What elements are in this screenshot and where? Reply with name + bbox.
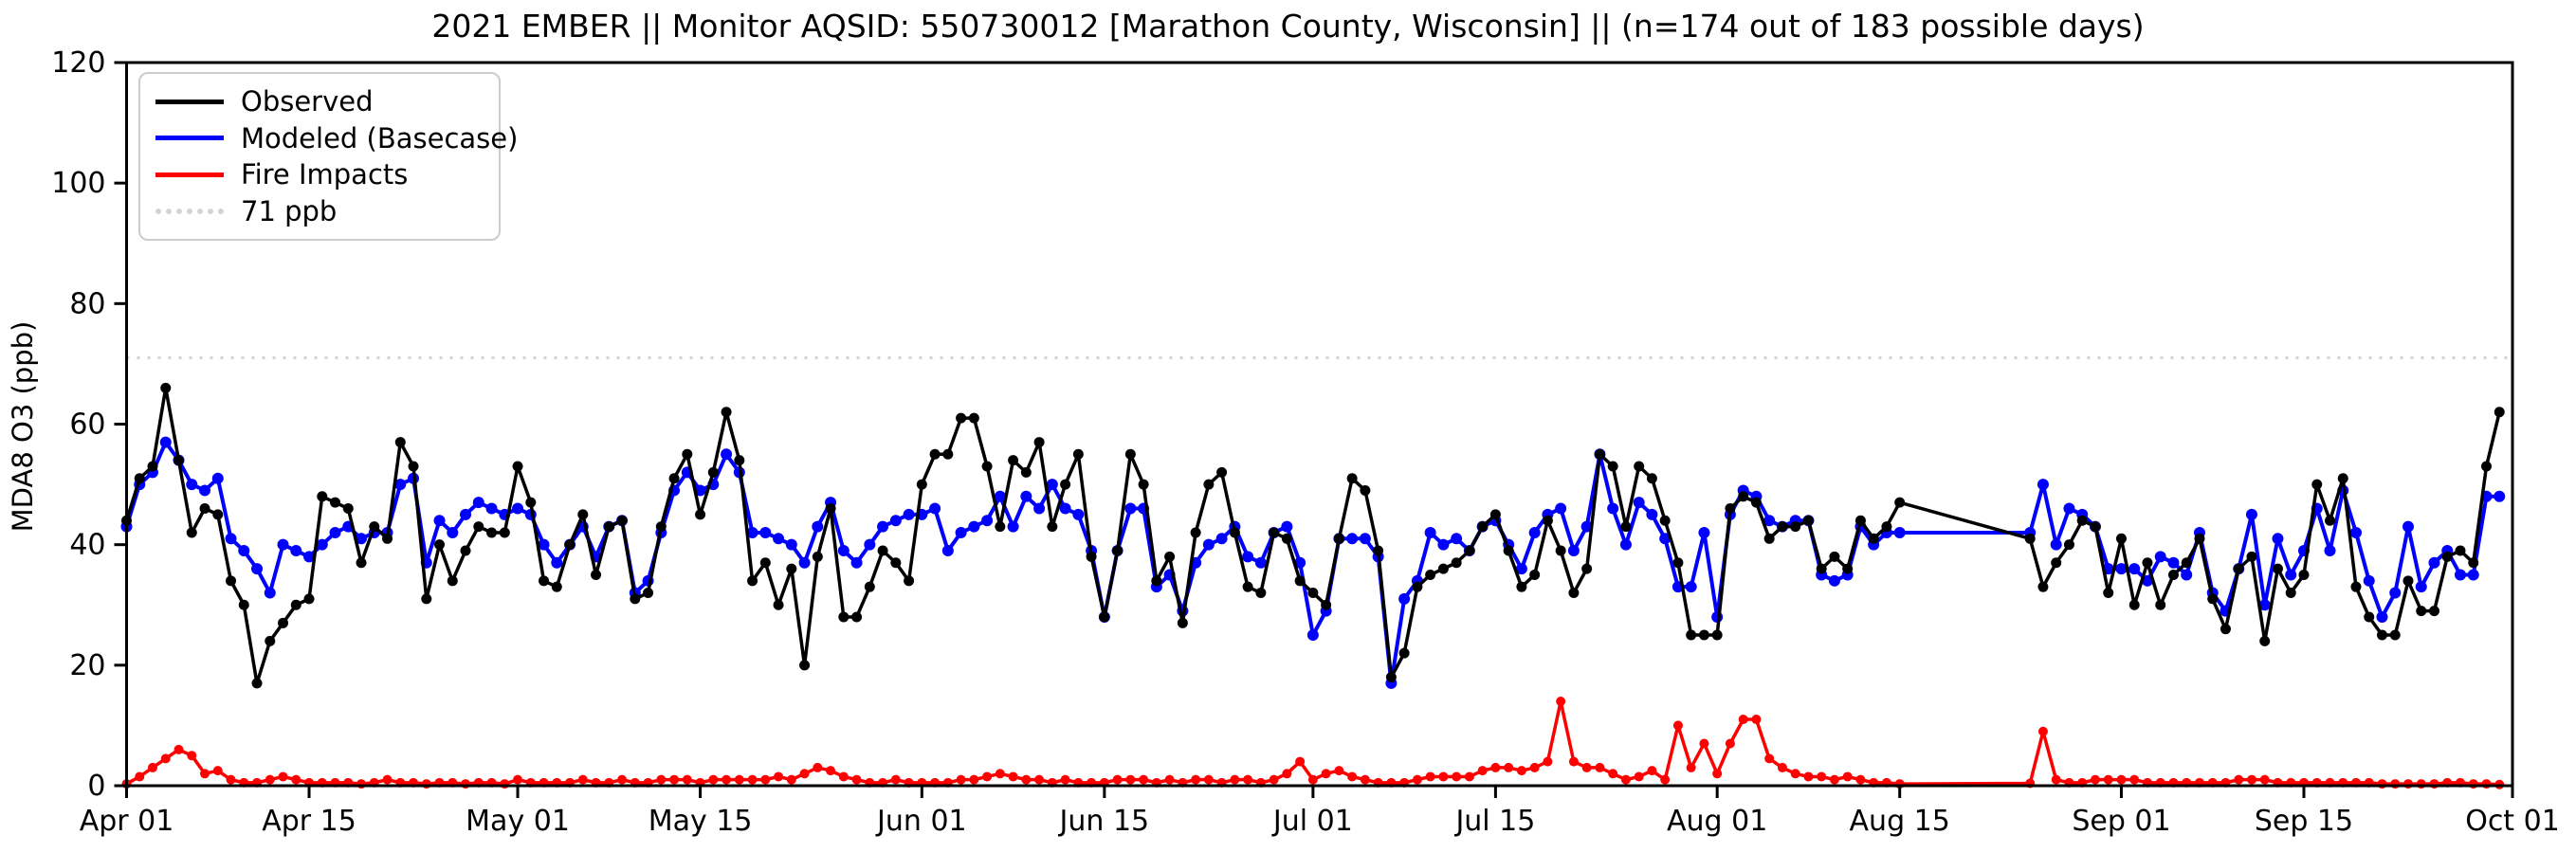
svg-text:Oct 01: Oct 01: [2465, 805, 2560, 838]
svg-text:Sep 01: Sep 01: [2072, 805, 2170, 838]
legend-box: Observed Modeled (Basecase) Fire Impacts…: [138, 72, 518, 241]
series-observed: [121, 382, 2505, 689]
legend-label: 71 ppb: [241, 194, 338, 227]
chart-title: 2021 EMBER || Monitor AQSID: 550730012 […: [431, 8, 2145, 45]
series-fire-impacts: [121, 696, 2505, 789]
svg-text:Aug 15: Aug 15: [1850, 805, 1950, 838]
legend-label: Observed: [241, 85, 374, 118]
svg-text:80: 80: [69, 287, 105, 320]
svg-text:Apr 15: Apr 15: [262, 805, 356, 838]
svg-text:Sep 15: Sep 15: [2255, 805, 2353, 838]
svg-text:May 01: May 01: [466, 805, 570, 838]
svg-text:Jun 15: Jun 15: [1058, 805, 1150, 838]
fire-line-sample: [155, 172, 224, 177]
svg-text:40: 40: [69, 529, 105, 562]
svg-text:120: 120: [51, 46, 105, 80]
svg-text:Apr 01: Apr 01: [80, 805, 174, 838]
svg-text:Jul 15: Jul 15: [1453, 805, 1535, 838]
legend-item-threshold: 71 ppb: [155, 193, 484, 230]
svg-text:Jun 01: Jun 01: [875, 805, 967, 838]
legend-item-fire: Fire Impacts: [155, 156, 484, 193]
modeled-line-sample: [155, 136, 224, 141]
svg-text:Aug 01: Aug 01: [1667, 805, 1767, 838]
observed-line-sample: [155, 99, 224, 104]
threshold-line-sample: [155, 208, 224, 214]
legend-label: Modeled (Basecase): [241, 121, 519, 154]
legend-item-modeled: Modeled (Basecase): [155, 120, 518, 157]
svg-text:0: 0: [87, 770, 105, 803]
y-axis-ticks: 0 20 40 60 80 100 120: [51, 46, 127, 803]
svg-text:60: 60: [69, 408, 105, 442]
svg-text:May 15: May 15: [649, 805, 753, 838]
svg-text:Jul 01: Jul 01: [1271, 805, 1353, 838]
x-axis-ticks: Apr 01 Apr 15 May 01 May 15 Jun 01 Jun 15 Jul …: [80, 786, 2560, 838]
legend-label: Fire Impacts: [241, 158, 409, 191]
legend-item-observed: Observed: [155, 83, 484, 120]
svg-text:100: 100: [51, 167, 105, 200]
series-modeled-basecase: [120, 436, 2506, 689]
svg-text:20: 20: [69, 649, 105, 682]
